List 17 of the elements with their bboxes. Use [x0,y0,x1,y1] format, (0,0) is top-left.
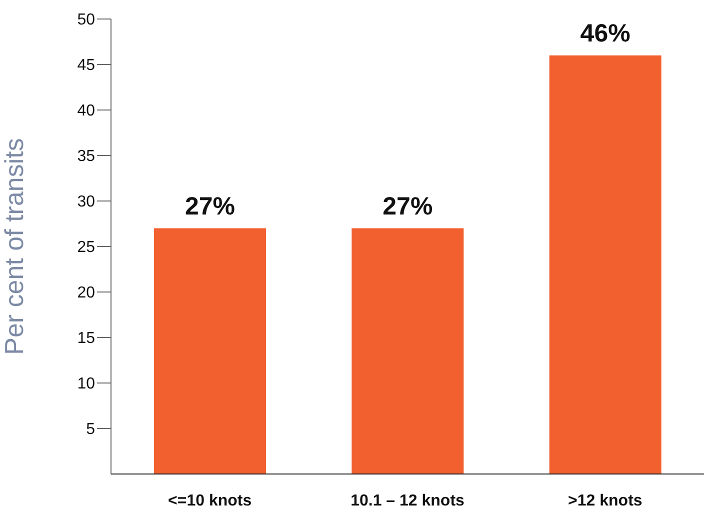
y-tick-label: 30 [77,194,96,211]
x-tick-label: <=10 knots [168,492,252,510]
y-axis-title: Per cent of transits [0,138,30,355]
x-tick-label: 10.1 – 12 knots [350,492,465,510]
y-tick-label: 45 [77,57,96,74]
x-tick-label: >12 knots [568,492,642,510]
y-tick-label: 35 [77,148,96,166]
data-label: 27% [382,192,433,220]
data-label: 46% [580,19,630,48]
y-tick-label: 20 [77,284,96,302]
y-tick-label: 15 [77,330,96,348]
y-tick-label: 5 [86,421,96,438]
y-tick-label: 25 [77,239,96,256]
y-tick-label: 40 [77,102,96,120]
data-label: 27% [184,192,236,220]
y-tick-label: 10 [77,376,96,393]
y-tick-label: 50 [77,12,96,29]
